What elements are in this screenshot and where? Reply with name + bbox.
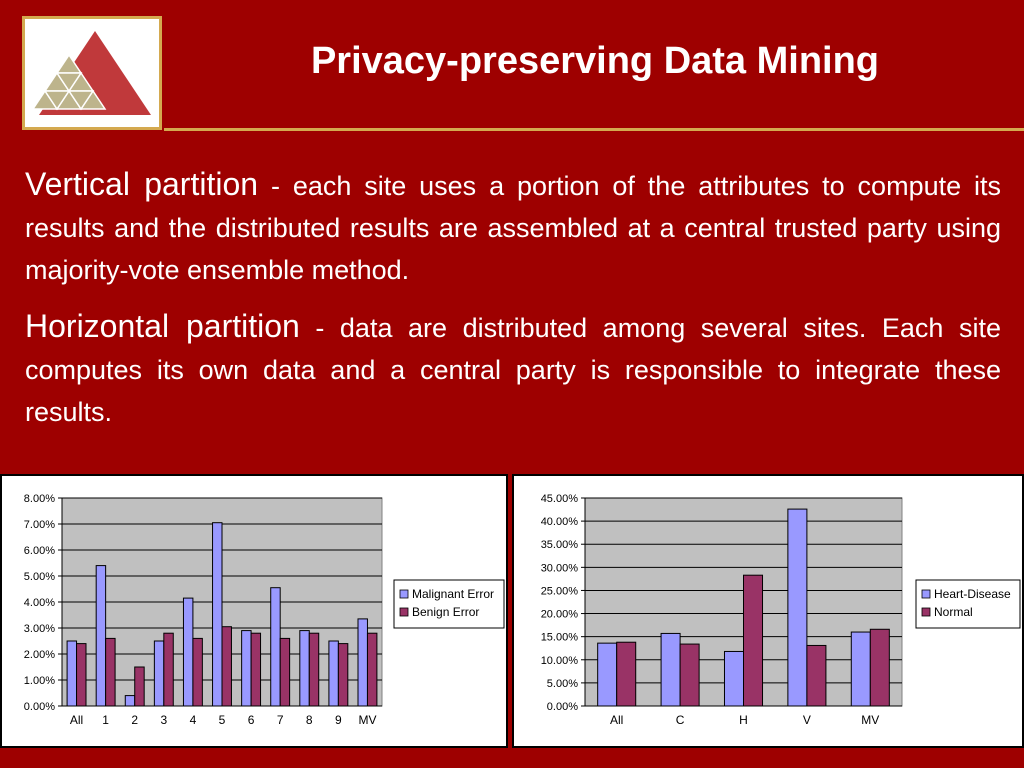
bar-malignant-error-mv [357, 618, 368, 707]
y-tick-label: 15.00% [541, 632, 579, 644]
bar-malignant-error-2 [124, 695, 136, 707]
bar-normal-mv [869, 628, 890, 707]
bar-benign-error-all [76, 643, 87, 707]
title-divider [164, 128, 1024, 131]
bar-normal-h [743, 574, 764, 707]
y-tick-label: 4.00% [24, 597, 55, 609]
legend-swatch [921, 607, 931, 617]
legend-swatch [399, 589, 409, 599]
x-tick-label: All [70, 713, 83, 727]
heart-disease-chart: 0.00% 5.00% 10.00% 15.00% 20.00% 25.00% 30.00%… [541, 493, 1021, 727]
y-tick-label: 7.00% [24, 519, 55, 531]
error-rate-chart: 0.00% 1.00% 2.00% 3.00% 4.00% 5.00% 6.00% 7.00%… [24, 493, 505, 727]
bar-heart-disease-all [597, 642, 618, 707]
bar-malignant-error-7 [270, 587, 281, 707]
legend-label: Heart-Disease [934, 587, 1011, 601]
y-tick-label: 6.00% [24, 545, 55, 557]
bar-benign-error-7 [279, 637, 291, 707]
x-tick-label: 5 [219, 713, 226, 727]
y-tick-label: 0.00% [547, 701, 578, 713]
x-tick-label: 2 [131, 713, 138, 727]
y-tick-label: 1.00% [24, 675, 55, 687]
y-tick-label: 30.00% [541, 562, 579, 574]
x-tick-label: 6 [248, 713, 255, 727]
bar-benign-error-5 [221, 626, 232, 707]
bar-normal-c [679, 643, 700, 707]
x-tick-label: 3 [160, 713, 167, 727]
horizontal-partition-description: - data are distributed among several sit… [25, 313, 1001, 427]
legend-swatch [921, 589, 931, 599]
bar-benign-error-3 [163, 632, 174, 707]
bar-malignant-error-5 [212, 522, 223, 707]
bar-malignant-error-all [66, 640, 78, 707]
bar-benign-error-mv [366, 632, 378, 707]
bar-heart-disease-h [723, 650, 744, 707]
bar-malignant-error-9 [328, 640, 339, 707]
legend-label: Normal [934, 605, 973, 619]
y-tick-label: 5.00% [547, 678, 578, 690]
bar-benign-error-4 [192, 637, 203, 707]
bar-normal-all [616, 641, 637, 707]
x-tick-label: 9 [335, 713, 342, 727]
y-tick-label: 45.00% [541, 493, 579, 505]
vertical-partition-paragraph: Vertical partition - each site uses a po… [25, 163, 1001, 291]
bottom-band [0, 748, 1024, 768]
x-tick-label: V [803, 713, 811, 727]
legend-label: Benign Error [412, 605, 479, 619]
x-tick-label: 8 [306, 713, 313, 727]
bar-heart-disease-mv [850, 631, 871, 707]
y-tick-label: 40.00% [541, 516, 579, 528]
bar-benign-error-2 [134, 666, 145, 707]
y-tick-label: 5.00% [24, 571, 55, 583]
heart-disease-chart-panel: 0.00% 5.00% 10.00% 15.00% 20.00% 25.00% 30.00%… [512, 474, 1024, 748]
vertical-partition-term: Vertical partition [25, 166, 259, 202]
y-tick-label: 25.00% [541, 585, 579, 597]
x-tick-label: All [610, 713, 623, 727]
slide-title: Privacy-preserving Data Mining [310, 40, 880, 82]
x-tick-label: 7 [277, 713, 284, 727]
y-tick-label: 3.00% [24, 623, 55, 635]
x-tick-label: C [676, 713, 685, 727]
bar-benign-error-1 [105, 637, 116, 707]
y-tick-label: 8.00% [24, 493, 55, 505]
legend [393, 579, 505, 629]
legend-swatch [399, 607, 409, 617]
y-tick-label: 10.00% [541, 655, 579, 667]
legend [915, 579, 1021, 629]
bar-benign-error-8 [308, 632, 320, 707]
logo [22, 16, 162, 130]
horizontal-partition-term: Horizontal partition [25, 308, 300, 344]
x-tick-label: 4 [190, 713, 197, 727]
triangle-logo-icon [31, 31, 151, 115]
bar-malignant-error-6 [241, 630, 252, 707]
horizontal-partition-paragraph: Horizontal partition - data are distribu… [25, 305, 1001, 433]
bar-normal-v [806, 644, 827, 707]
bar-malignant-error-8 [299, 630, 310, 707]
bar-heart-disease-c [660, 632, 681, 707]
x-tick-label: 1 [102, 713, 109, 727]
y-tick-label: 2.00% [24, 649, 55, 661]
bar-malignant-error-3 [153, 640, 165, 707]
y-tick-label: 35.00% [541, 539, 579, 551]
bar-benign-error-6 [250, 632, 262, 707]
error-rate-chart-panel: 0.00% 1.00% 2.00% 3.00% 4.00% 5.00% 6.00% 7.00%… [0, 474, 508, 748]
legend-label: Malignant Error [412, 587, 494, 601]
x-tick-label: H [739, 713, 748, 727]
y-tick-label: 0.00% [24, 701, 55, 713]
bar-heart-disease-v [787, 508, 808, 707]
bar-malignant-error-4 [182, 597, 194, 707]
y-tick-label: 20.00% [541, 609, 579, 621]
x-tick-label: MV [358, 713, 376, 727]
x-tick-label: MV [861, 713, 879, 727]
bar-benign-error-9 [337, 643, 349, 707]
vertical-partition-description: - each site uses a portion of the attrib… [25, 171, 1001, 285]
bar-malignant-error-1 [95, 565, 107, 707]
